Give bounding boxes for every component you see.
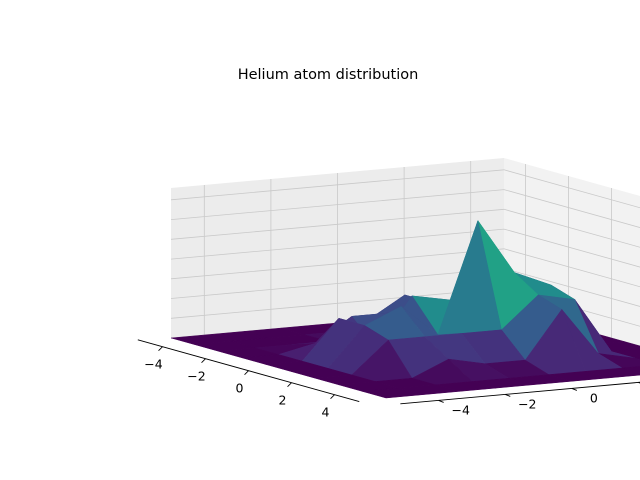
y-tick-mark <box>638 381 640 384</box>
x-tick-mark <box>158 346 163 352</box>
tick-labels: −4−2024−4−20240.0000000.0000250.0000500.… <box>144 357 598 420</box>
axis-lines <box>137 339 640 405</box>
grid-line-z <box>170 208 640 248</box>
surface-face <box>362 387 423 399</box>
x-tick-mark <box>201 358 206 364</box>
surface <box>170 220 640 399</box>
y-tick-label: −2 <box>518 396 536 411</box>
x-tick-label: 0 <box>236 381 244 396</box>
x-tick-label: 2 <box>279 393 287 408</box>
grid-line-z <box>170 228 640 268</box>
grid-line-z <box>170 189 640 228</box>
y-tick-mark <box>438 399 444 403</box>
x-tick-mark <box>330 394 335 400</box>
grid-line-z <box>170 248 640 288</box>
x-tick-label: −2 <box>187 369 205 384</box>
y-tick-mark <box>571 387 578 391</box>
grid-line-z <box>170 169 640 209</box>
x-tick-mark <box>244 370 249 376</box>
x-tick-label: −4 <box>144 357 162 372</box>
chart-title: Helium atom distribution <box>238 67 419 83</box>
y-tick-mark <box>505 393 511 397</box>
y-tick-label: 0 <box>590 390 598 405</box>
y-tick-label: −4 <box>451 402 469 417</box>
x-tick-mark <box>287 382 292 388</box>
x-tick-label: 4 <box>322 405 330 420</box>
